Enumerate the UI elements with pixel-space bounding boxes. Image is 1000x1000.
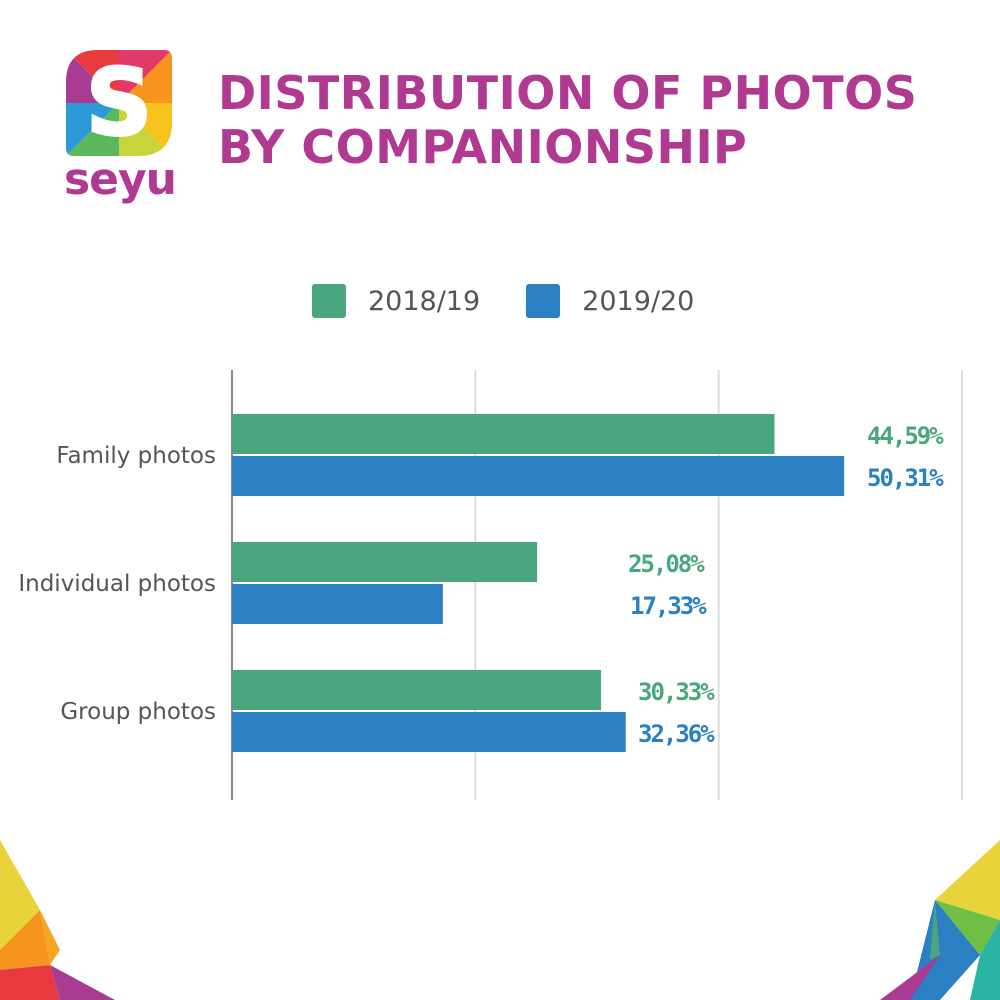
- legend-label-2019-20: 2019/20: [582, 285, 695, 317]
- bar-2019-20: [232, 456, 845, 496]
- legend-swatch-2019-20: [526, 284, 561, 318]
- data-label-2019-20: 32,36%: [638, 720, 715, 748]
- bar-2018-19: [232, 542, 538, 582]
- bar-2018-19: [232, 414, 775, 454]
- title-line-2: BY COMPANIONSHIP: [218, 120, 748, 174]
- title-line-1: DISTRIBUTION OF PHOTOS: [218, 66, 918, 120]
- data-label-2018-19: 25,08%: [628, 550, 705, 578]
- legend-item-2018-19: 2018/19: [312, 284, 480, 318]
- data-label-2019-20: 17,33%: [630, 592, 707, 620]
- brand-wordmark: seyu: [63, 154, 177, 205]
- bar-2019-20: [232, 584, 443, 624]
- legend-item-2019-20: 2019/20: [526, 284, 694, 318]
- seyu-logo: S: [66, 48, 172, 158]
- data-label-2019-20: 50,31%: [867, 464, 944, 492]
- chart-title: DISTRIBUTION OF PHOTOS BY COMPANIONSHIP: [218, 66, 978, 174]
- bar-2019-20: [232, 712, 626, 752]
- category-label: Group photos: [60, 699, 216, 725]
- bar-2018-19: [232, 670, 602, 710]
- legend-label-2018-19: 2018/19: [368, 285, 481, 317]
- data-label-2018-19: 44,59%: [867, 422, 944, 450]
- category-label: Family photos: [56, 443, 216, 469]
- logo-letter: S: [86, 49, 152, 156]
- data-label-2018-19: 30,33%: [638, 678, 715, 706]
- decor-right: [880, 840, 1000, 1000]
- category-label: Individual photos: [18, 571, 216, 597]
- legend-swatch-2018-19: [312, 284, 346, 318]
- decor-left: [0, 840, 115, 1000]
- chart-legend: 2018/19 2019/20: [312, 284, 740, 318]
